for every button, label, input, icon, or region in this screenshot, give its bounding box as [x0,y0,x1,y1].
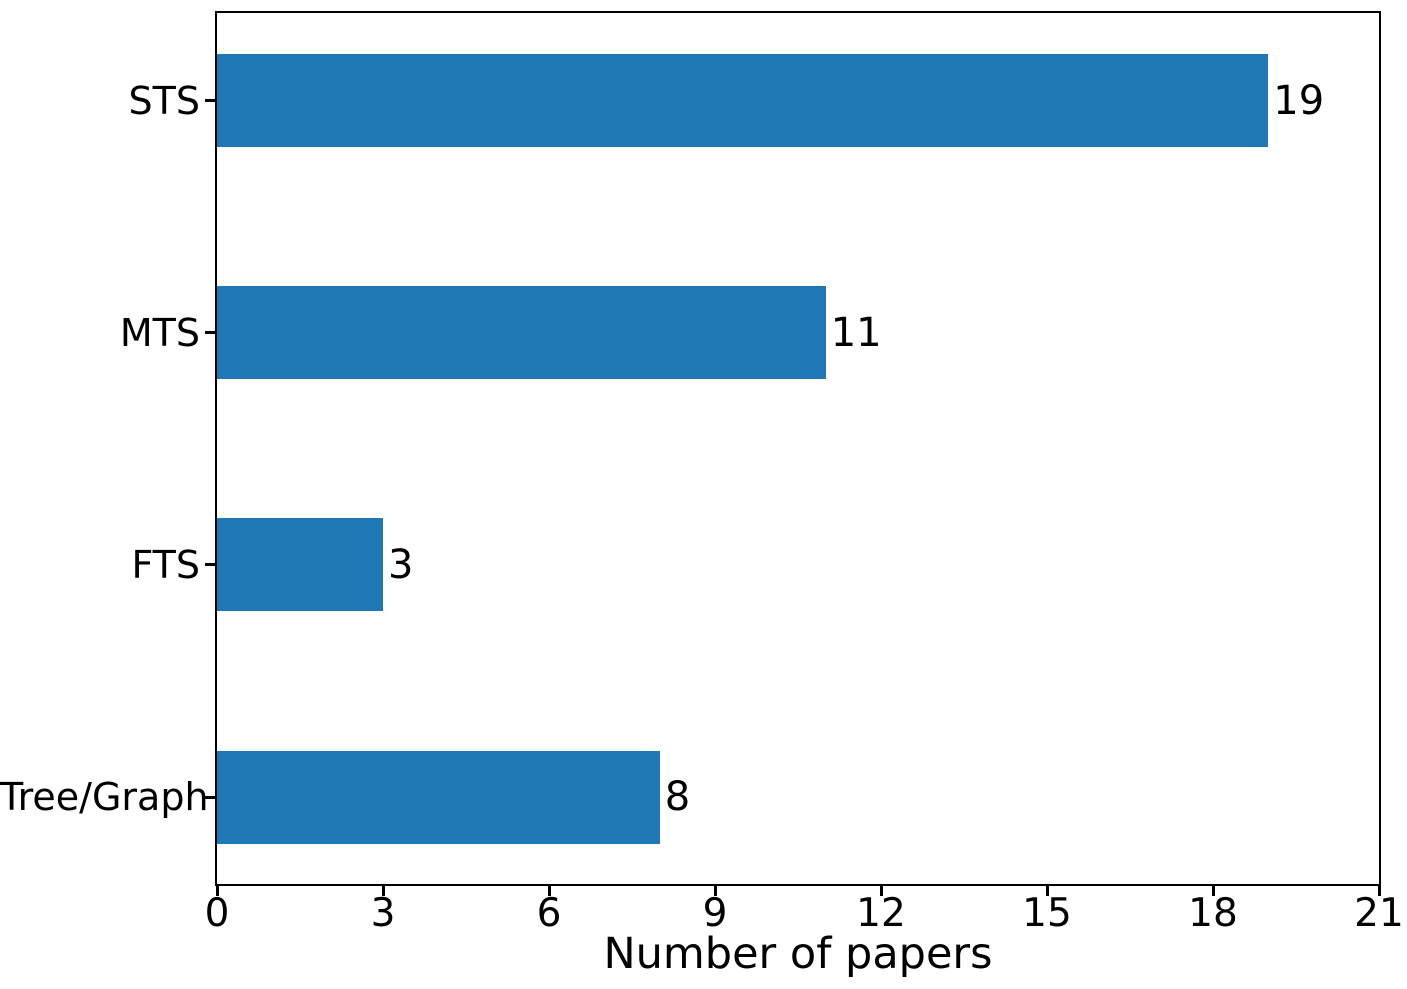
bar-value-label-tree-graph: 8 [664,774,691,820]
x-tick-label-18: 18 [1188,891,1238,936]
y-tick-mark-fts [205,563,215,567]
y-tick-label-mts: MTS [119,310,200,355]
x-tick-label-3: 3 [370,891,396,936]
y-tick-label-fts: FTS [131,542,200,587]
y-tick-mark-mts [205,331,215,335]
bar-tree-graph: 8 [217,750,690,844]
x-tick-mark-21 [1377,886,1381,896]
y-tick-label-tree-graph: Tree/Graph [0,775,209,819]
x-tick-mark-9 [713,886,717,896]
bar-mts: 11 [217,286,882,380]
x-tick-mark-12 [879,886,883,896]
x-tick-mark-6 [547,886,551,896]
y-tick-mark-tree-graph [205,795,215,799]
x-tick-mark-0 [215,886,219,896]
x-tick-label-15: 15 [1022,891,1072,936]
x-tick-label-12: 12 [856,891,906,936]
bar-value-label-fts: 3 [388,541,414,588]
bar-fts: 3 [217,518,413,612]
bar-value-label-mts: 11 [830,309,882,356]
x-axis-label: Number of papers [603,929,993,979]
plot-area: 19 11 3 8 [215,11,1381,886]
x-tick-label-6: 6 [536,891,562,936]
y-tick-label-sts: STS [128,78,200,123]
x-tick-label-9: 9 [702,891,728,936]
x-tick-label-0: 0 [204,891,230,936]
x-tick-mark-3 [381,886,385,896]
x-tick-mark-15 [1045,886,1049,896]
x-tick-label-21: 21 [1354,891,1404,936]
y-tick-mark-sts [205,99,215,102]
bar-value-label-sts: 19 [1273,77,1325,124]
bar-sts: 19 [217,54,1324,147]
x-tick-mark-18 [1211,886,1215,896]
